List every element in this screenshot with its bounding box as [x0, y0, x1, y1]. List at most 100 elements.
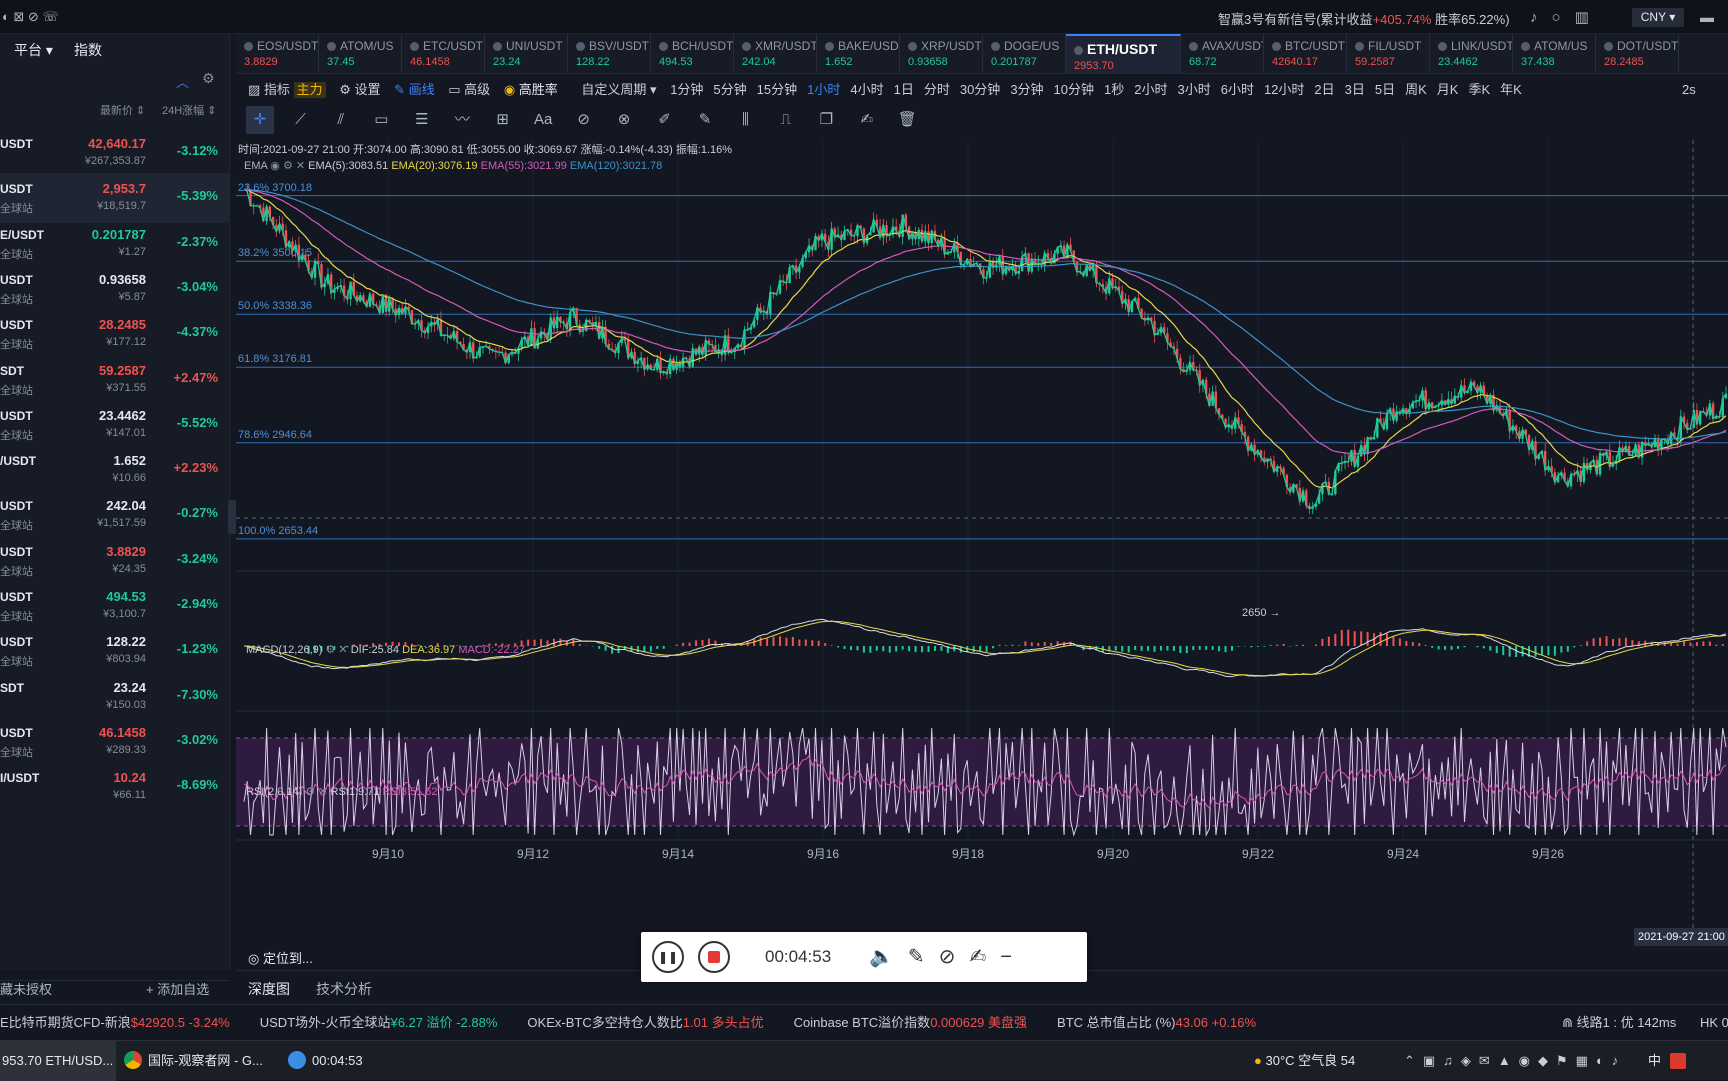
- stop-button[interactable]: [698, 941, 730, 973]
- info-item[interactable]: E比特币期货CFD-新浪 $42920.5 -3.24%: [0, 1005, 230, 1041]
- info-item[interactable]: OKEx-BTC多空持仓人数比 1.01 多头占优: [527, 1005, 763, 1041]
- more-icon[interactable]: ▬: [1700, 9, 1714, 25]
- info-item[interactable]: USDT场外-火币全球站 ¥6.27 溢价 -2.88%: [260, 1005, 498, 1041]
- signal-banner[interactable]: 智赢3号有新信号(累计收益+405.74% 胜率65.22%): [1218, 9, 1510, 28]
- period-tab[interactable]: 3日: [1345, 74, 1365, 106]
- currency-select[interactable]: CNY ▾: [1632, 8, 1684, 27]
- period-tab[interactable]: 4小时: [850, 74, 883, 106]
- collapse-icon[interactable]: ︿: [176, 72, 189, 91]
- indicator-button[interactable]: ▨ 指标 主力: [248, 74, 326, 106]
- period-tab[interactable]: 15分钟: [757, 74, 797, 106]
- period-tab[interactable]: 6小时: [1221, 74, 1254, 106]
- info-item[interactable]: BTC 总市值占比 (%) 43.06 +0.16%: [1057, 1005, 1256, 1041]
- pause-button[interactable]: ❚❚: [652, 941, 684, 973]
- period-tab[interactable]: 5日: [1375, 74, 1395, 106]
- rect-tool-icon[interactable]: ▭: [367, 106, 395, 134]
- weather-widget[interactable]: ● 30°C 空气良 54: [1254, 1041, 1355, 1081]
- mic-icon[interactable]: ✎: [908, 946, 939, 968]
- refresh-interval[interactable]: 2s: [1682, 74, 1696, 106]
- settings-icon[interactable]: ⚙: [202, 70, 215, 87]
- recorder-tools[interactable]: 🔈✎⊘✍−: [869, 944, 1026, 969]
- col-price-header[interactable]: 最新价 ⇕: [100, 102, 145, 118]
- tab-index[interactable]: 指数: [74, 40, 102, 60]
- locate-button[interactable]: ◎ 定位到...: [248, 948, 313, 967]
- period-tab[interactable]: 年K: [1500, 74, 1522, 106]
- period-tab[interactable]: 30分钟: [960, 74, 1000, 106]
- tray-icons[interactable]: ⌃▣♫◈✉▲◉◆⚑▦◐♪: [1404, 1041, 1626, 1081]
- period-tab[interactable]: 2日: [1314, 74, 1334, 106]
- period-tab[interactable]: 分时: [924, 74, 950, 106]
- magnet-icon[interactable]: ⊘: [570, 106, 598, 134]
- line-tool-icon[interactable]: ⟋: [286, 106, 314, 134]
- period-tab[interactable]: 12小时: [1264, 74, 1304, 106]
- camera-off-icon[interactable]: ⊘: [939, 946, 970, 968]
- ime-indicator[interactable]: 中: [1648, 1041, 1661, 1081]
- period-tab[interactable]: 2小时: [1134, 74, 1167, 106]
- search-icon[interactable]: ○: [1552, 9, 1575, 26]
- rsi-settings-icon[interactable]: ⚙ ✕: [305, 786, 330, 798]
- fib-tool-icon[interactable]: ☰: [408, 106, 436, 134]
- period-tab[interactable]: 10分钟: [1054, 74, 1094, 106]
- period-tab[interactable]: 周K: [1405, 74, 1427, 106]
- edit-icon[interactable]: ✍: [853, 106, 881, 134]
- col-change-header[interactable]: 24H涨幅 ⇕: [162, 102, 216, 118]
- top-icons[interactable]: ♪○▥: [1530, 8, 1603, 26]
- shirt-icon[interactable]: ▥: [1575, 9, 1603, 26]
- sogou-icon[interactable]: [1670, 1053, 1686, 1069]
- period-tab[interactable]: 月K: [1437, 74, 1459, 106]
- bars-icon[interactable]: ⫼: [731, 106, 759, 134]
- advanced-button[interactable]: ▭ 高级: [448, 74, 490, 106]
- ema-settings-icon[interactable]: ◉ ⚙ ✕: [270, 160, 308, 172]
- tab-platform[interactable]: 平台 ▾: [14, 40, 53, 60]
- info-item[interactable]: Coinbase BTC溢价指数 0.000629 美盘强: [794, 1005, 1027, 1041]
- taskbar-item-browser[interactable]: 国际-观察者网 - G...: [124, 1041, 263, 1081]
- crosshair-icon[interactable]: ✛: [246, 106, 274, 134]
- lock-icon[interactable]: ⎍: [772, 106, 800, 134]
- period-tab[interactable]: 季K: [1468, 74, 1490, 106]
- bell-icon[interactable]: ♪: [1530, 9, 1552, 26]
- pen-icon[interactable]: ✐: [651, 106, 679, 134]
- hide-drawings-icon[interactable]: ⊗: [610, 106, 638, 134]
- measure-tool-icon[interactable]: ⊞: [489, 106, 517, 134]
- period-tab[interactable]: 1分钟: [670, 74, 703, 106]
- line-status[interactable]: ⋒ 线路1 : 优 142ms: [1562, 1005, 1676, 1041]
- add-watch-button[interactable]: + 添加自选: [146, 979, 209, 998]
- taskbar-item-app[interactable]: 953.70 ETH/USD...: [0, 1041, 116, 1081]
- period-tab[interactable]: 5分钟: [713, 74, 746, 106]
- custom-period-select[interactable]: 自定义周期 ▾: [581, 74, 656, 106]
- taskbar-item-recorder[interactable]: 00:04:53: [288, 1041, 363, 1081]
- window-controls-icon[interactable]: ◐ ⊠ ⊘ ☏: [2, 9, 59, 25]
- speaker-icon[interactable]: 🔈: [869, 946, 908, 968]
- text-tool-icon[interactable]: Aa: [529, 106, 557, 134]
- minimize-icon[interactable]: −: [1000, 946, 1026, 968]
